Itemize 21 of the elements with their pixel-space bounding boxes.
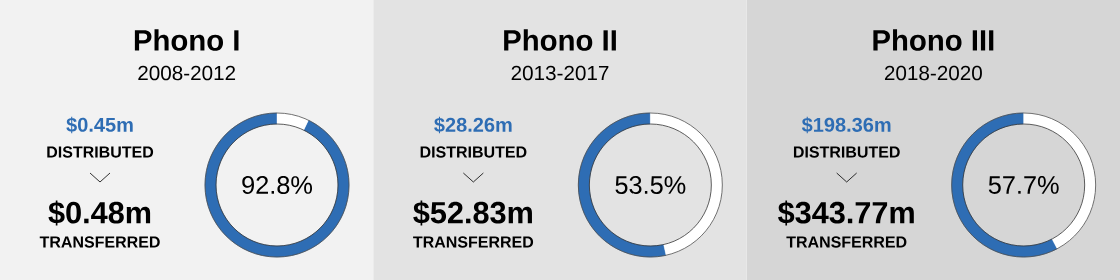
chart-title: Phono I (134, 29, 239, 51)
text: $0.48m (48, 200, 151, 226)
chart-subtitle: 2013-2017 (511, 65, 609, 81)
text: $343.77m (778, 200, 914, 226)
chart-title: Phono II (504, 29, 616, 51)
chart-title: Phono III (873, 29, 994, 51)
text: $198.36m (801, 116, 891, 134)
text: 53.5% (615, 176, 686, 194)
text: $28.26m (434, 116, 512, 134)
chart-subtitle: 2008-2012 (138, 65, 236, 81)
chart-subtitle: 2018-2020 (884, 65, 982, 81)
text: TRANSFERRED (413, 236, 534, 248)
text: DISTRIBUTED (420, 146, 527, 158)
text: DISTRIBUTED (793, 146, 900, 158)
text: TRANSFERRED (786, 236, 907, 248)
text: $0.45m (66, 116, 133, 134)
text: 57.7% (988, 176, 1059, 194)
text: $52.83m (413, 200, 532, 226)
text: 92.8% (242, 176, 313, 194)
text: TRANSFERRED (39, 236, 160, 248)
text: DISTRIBUTED (47, 146, 154, 158)
